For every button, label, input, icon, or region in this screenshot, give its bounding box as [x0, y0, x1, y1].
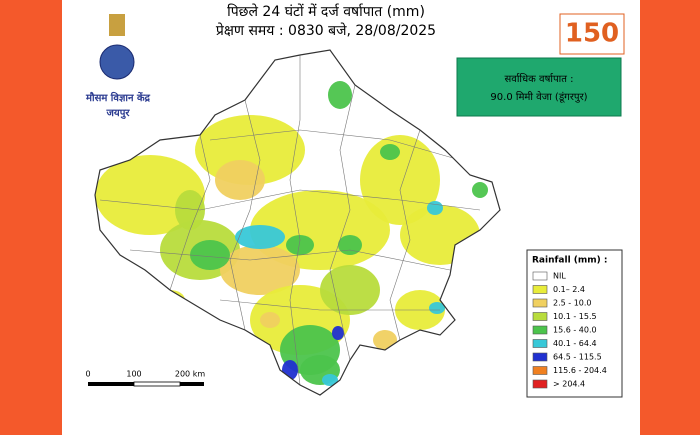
rain-area	[429, 302, 445, 314]
rain-area	[235, 225, 285, 249]
rain-area	[338, 235, 362, 255]
legend-label: NIL	[553, 272, 566, 281]
badge-text: 150	[565, 19, 619, 49]
legend-label: > 204.4	[553, 380, 585, 389]
rain-area	[190, 240, 230, 270]
rain-area	[328, 81, 352, 109]
legend-label: 115.6 - 204.4	[553, 366, 607, 375]
legend-swatch	[532, 339, 548, 348]
legend-swatch	[532, 352, 548, 362]
district-lines	[99, 55, 481, 386]
title: पिछले 24 घंटों में दर्ज वर्षापात (mm)	[227, 3, 425, 20]
rain-area	[320, 265, 380, 315]
legend-swatch	[532, 285, 548, 294]
legend-title: Rainfall (mm) :	[532, 256, 608, 266]
logo-name: मौसम विज्ञान केंद्र	[85, 91, 151, 104]
legend-label: 40.1 - 64.4	[553, 339, 597, 348]
highlight-value: 90.0 मिमी वेजा (डूंगरपुर)	[490, 91, 587, 103]
rain-area	[215, 160, 265, 200]
rain-area	[332, 326, 344, 340]
legend-swatch	[532, 366, 548, 375]
badge-logo: 150	[559, 13, 625, 55]
state-border	[94, 49, 501, 396]
legend-swatch	[532, 325, 548, 335]
scale-label: 100	[126, 370, 141, 379]
subtitle: प्रेक्षण समय : 0830 बजे, 28/08/2025	[216, 22, 436, 39]
scale-label: 200 km	[175, 370, 205, 379]
legend-label: 2.5 - 10.0	[553, 299, 592, 308]
rain-area	[427, 201, 443, 215]
legend-label: 64.5 - 115.5	[553, 353, 602, 362]
imd-logo	[99, 14, 135, 80]
legend-swatch	[532, 312, 548, 321]
rain-area	[472, 182, 488, 198]
rain-areas	[95, 81, 488, 386]
highlight-label: सर्वाधिक वर्षापात :	[505, 73, 574, 85]
rain-area	[322, 374, 338, 386]
legend-swatch	[532, 271, 548, 281]
rain-area	[220, 245, 300, 295]
highlight-box	[456, 57, 622, 117]
scale-bar	[88, 381, 204, 387]
rain-area	[260, 312, 280, 328]
rain-area	[380, 144, 400, 160]
rain-area	[286, 235, 314, 255]
rain-area	[373, 330, 397, 350]
logo-city: जयपुर	[106, 108, 131, 119]
rain-area	[175, 190, 205, 230]
legend-label: 15.6 - 40.0	[553, 326, 597, 335]
scale-label: 0	[85, 370, 90, 379]
legend-label: 0.1– 2.4	[553, 285, 585, 294]
legend-swatch	[532, 379, 548, 389]
legend-swatch	[532, 298, 548, 308]
legend-label: 10.1 - 15.5	[553, 312, 597, 321]
